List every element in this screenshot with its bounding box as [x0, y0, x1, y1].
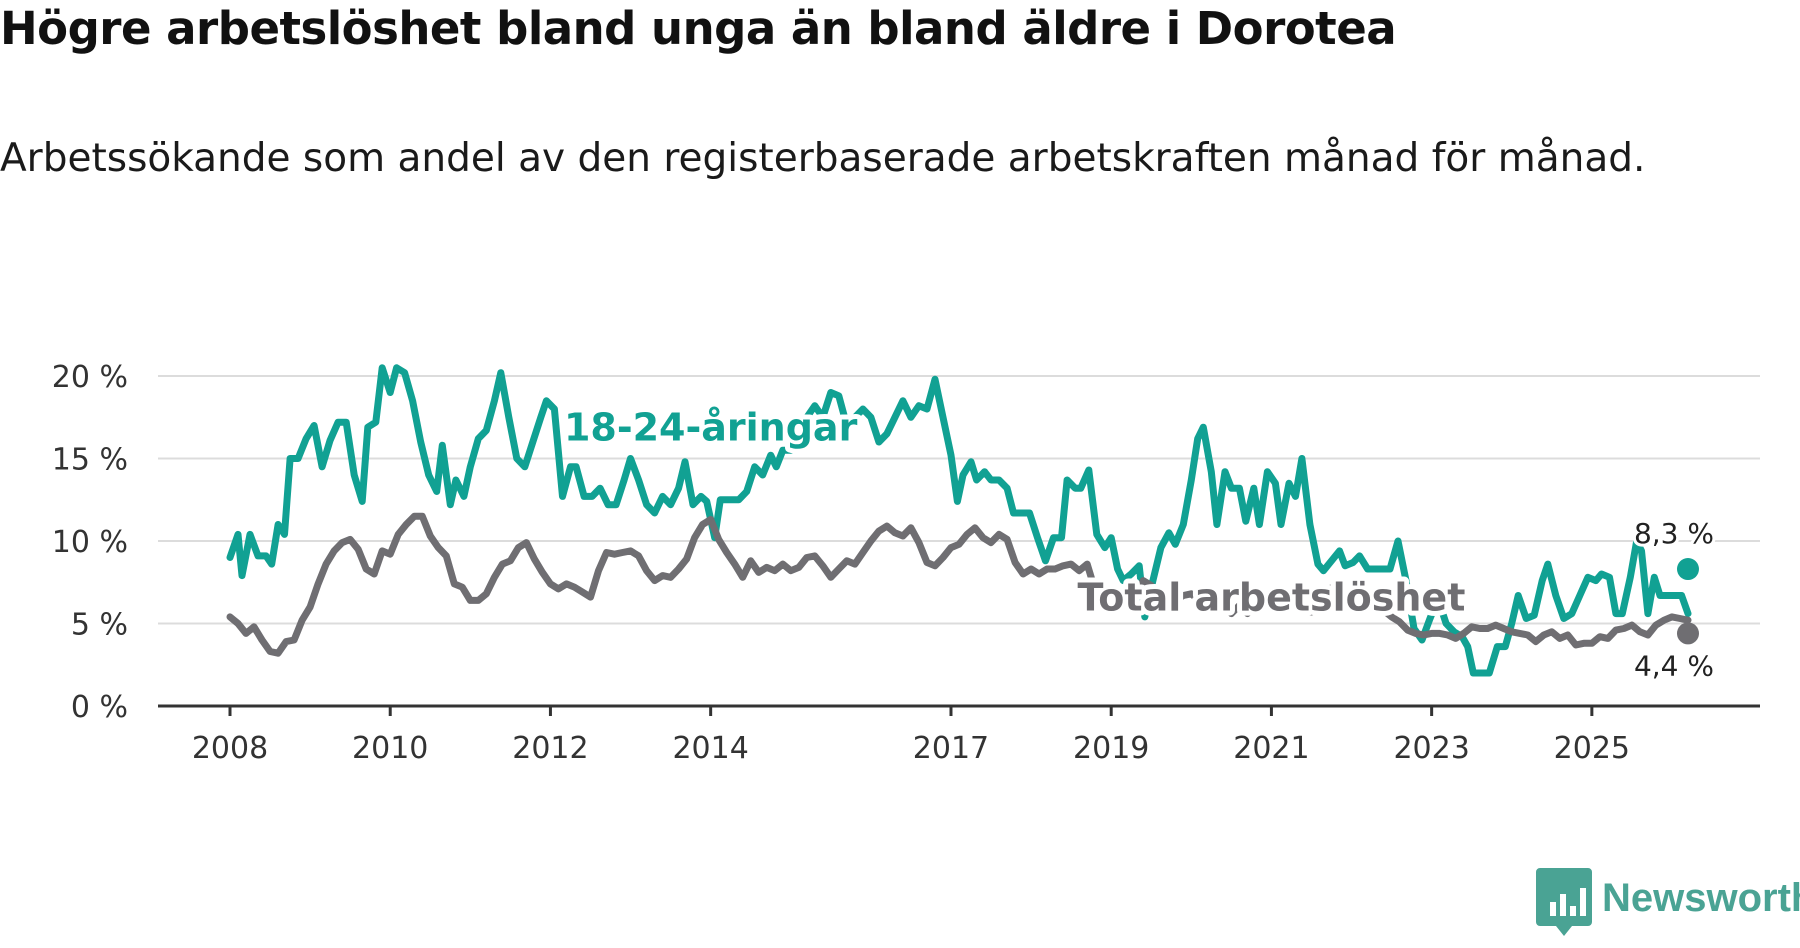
x-tick-label: 2025 — [1554, 731, 1630, 766]
series-lines — [226, 364, 1699, 677]
x-tick-label: 2021 — [1233, 731, 1309, 766]
series-line-total — [226, 512, 1692, 657]
y-tick-label: 5 % — [71, 608, 128, 643]
x-tick-label: 2014 — [672, 731, 748, 766]
series-label-youth: 18-24-åringar — [564, 405, 858, 449]
axes: 0 % 5 % 10 % 15 % 20 % 2008 2010 2012 2014 2017 20… — [52, 360, 1760, 766]
x-tick-label: 2019 — [1073, 731, 1149, 766]
y-tick-label: 20 % — [52, 360, 128, 395]
newsworthy-logo-icon — [1536, 868, 1592, 936]
end-dot-total — [1676, 622, 1699, 645]
x-tick-label: 2017 — [913, 731, 989, 766]
brand-name: Newsworthy — [1602, 876, 1800, 920]
series-labels: 18-24-åringar 8,3 % Total arbetslöshet 4,4 … — [559, 400, 1717, 685]
x-tick-label: 2008 — [192, 731, 268, 766]
end-label-youth: 8,3 % — [1634, 517, 1714, 550]
series-label-total: Total arbetslöshet — [1077, 575, 1465, 619]
newsworthy-logo: Newsworthy — [1536, 868, 1800, 936]
y-tick-label: 0 % — [71, 690, 128, 725]
chart-title: Högre arbetslöshet bland unga än bland ä… — [0, 2, 1397, 55]
x-tick-label: 2010 — [352, 731, 428, 766]
y-tick-label: 10 % — [52, 525, 128, 560]
end-dot-youth — [1676, 558, 1699, 581]
series-line-youth — [226, 364, 1692, 677]
x-tick-label: 2012 — [512, 731, 588, 766]
chart-subtitle: Arbetssökande som andel av den registerb… — [0, 136, 1646, 181]
end-label-total: 4,4 % — [1634, 649, 1714, 682]
x-tick-label: 2023 — [1393, 731, 1469, 766]
y-tick-label: 15 % — [52, 443, 128, 478]
